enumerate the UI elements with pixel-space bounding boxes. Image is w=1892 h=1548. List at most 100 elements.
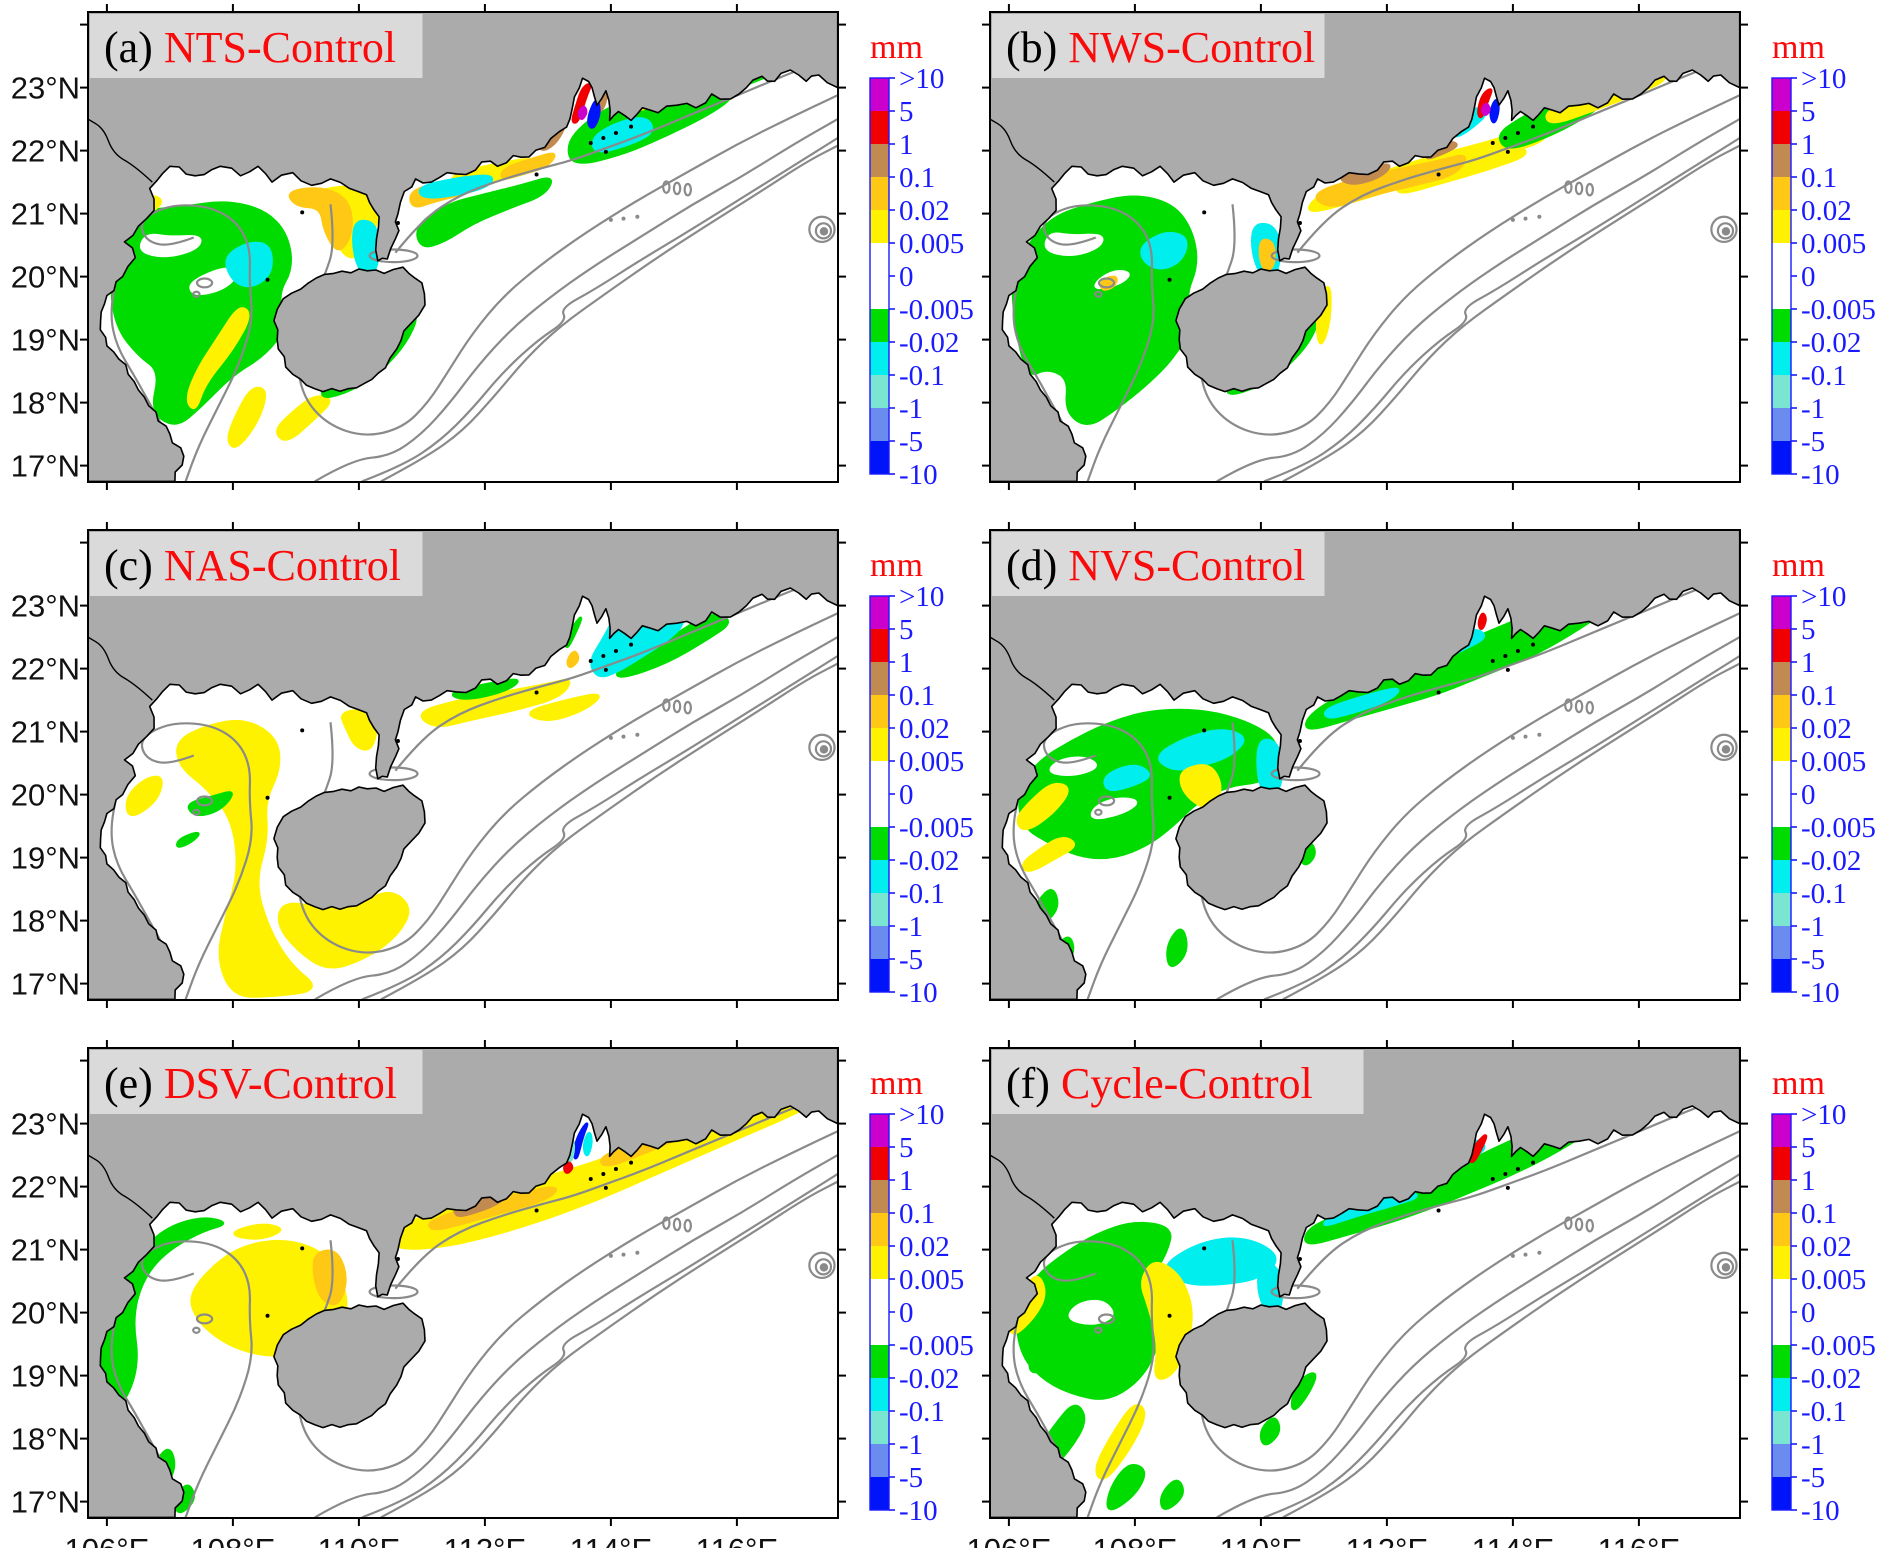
colorbar-segment (1772, 408, 1791, 441)
deposition-blob-gr (1106, 1463, 1146, 1511)
bathymetry-contour (380, 1180, 839, 1519)
x-axis-label: 112°E (1346, 1532, 1429, 1548)
colorbar-tick-label: 5 (899, 1132, 914, 1164)
colorbar-tick-label: -0.02 (899, 327, 959, 359)
colorbar-segment (1772, 78, 1791, 111)
colorbar-segment (870, 177, 889, 210)
colorbar-segment (1772, 893, 1791, 926)
panel-letter: (f) (1006, 1059, 1050, 1108)
islet-dot (1436, 172, 1441, 177)
colorbar-segment (1772, 1312, 1791, 1345)
deposition-blob-yl (227, 386, 267, 448)
colorbar-segment (870, 860, 889, 893)
deposition-blob-gd (1258, 238, 1276, 272)
panel-title-box (90, 532, 423, 596)
seabed-oval-contour (1574, 1217, 1584, 1232)
island-contour-ring (195, 1313, 214, 1325)
seamount-spiral-core (1721, 1263, 1731, 1272)
islet-dot (1167, 1313, 1172, 1318)
y-axis-label: 20°N (11, 778, 80, 813)
seabed-oval-contour (1585, 182, 1595, 197)
y-axis-label: 19°N (11, 841, 80, 876)
land-hainan-island (273, 1302, 426, 1429)
colorbar-segment (1772, 1279, 1791, 1312)
deposition-blob-cy (591, 117, 654, 153)
seamount-spiral-contour (808, 215, 836, 244)
seabed-oval-contour (683, 700, 693, 715)
land (989, 529, 1741, 1001)
seamount-spiral-core (1721, 745, 1731, 754)
islet-dot-gray (1523, 1252, 1528, 1257)
islet-dot (1436, 690, 1441, 695)
x-axis-label: 108°E (191, 1532, 276, 1548)
colorbar-tick-label: 5 (899, 614, 914, 646)
islet-dot (534, 690, 539, 695)
colorbar-tick-label: -1 (1801, 911, 1825, 943)
bathymetry-contour (314, 636, 839, 1001)
colorbar-segment (870, 111, 889, 144)
islet-dot (265, 1313, 270, 1318)
bathymetry-contour (1282, 1180, 1741, 1519)
x-axis-label: 116°E (1598, 1532, 1681, 1548)
bathymetry-contour (140, 722, 253, 1000)
islet-dot (1503, 136, 1508, 140)
axis-ticks (982, 4, 1748, 490)
strait-contour-lens (368, 766, 419, 782)
colorbar-tick-label: -1 (899, 1429, 923, 1461)
deposition-blobs (125, 566, 813, 998)
colorbar-tick-label: 0 (899, 779, 914, 811)
colorbar-d: mm>10510.10.020.0050-0.005-0.02-0.1-1-5-… (1771, 547, 1876, 1009)
islet-dot (629, 642, 634, 647)
map-panel-e: (e) DSV-Control (80, 1040, 846, 1526)
axis-ticks (982, 1040, 1748, 1526)
colorbar-segment (1772, 243, 1791, 276)
colorbar-tick-label: 1 (899, 129, 914, 161)
deposition-blobs (1016, 600, 1600, 968)
deposition-blob-gr (1159, 1479, 1184, 1510)
x-axis-label: 110°E (1220, 1532, 1303, 1548)
colorbar-tick-label: 5 (1801, 614, 1816, 646)
colorbar-tick-label: -1 (1801, 1429, 1825, 1461)
colorbar-tick-label: 0.1 (899, 680, 935, 712)
axis-ticks (80, 1040, 846, 1526)
deposition-blob-gd (312, 1249, 347, 1306)
bathymetry-contour (314, 1154, 839, 1519)
seamount-spiral-contour (1710, 1251, 1738, 1280)
deposition-blob-yl (1022, 836, 1076, 872)
islet-dot (588, 659, 593, 664)
island-contour-ring (1094, 290, 1103, 298)
y-axis-label: 17°N (11, 967, 80, 1002)
colorbar-tick-label: 0.1 (1801, 1198, 1837, 1230)
islet-dot (1490, 141, 1495, 146)
islet-dot-gray (1537, 214, 1542, 219)
colorbar-tick-label: 0 (899, 261, 914, 293)
islet-dot (1297, 739, 1302, 744)
seabed-oval-contour (672, 1217, 682, 1232)
land-mainland (989, 1047, 1741, 1519)
colorbar-tick-label: >10 (1801, 63, 1846, 95)
bathymetry-contour (1216, 1154, 1741, 1519)
colorbar-segment (1772, 111, 1791, 144)
colorbar-tick-label: 0.1 (899, 162, 935, 194)
seabed-oval-contour (1585, 700, 1595, 715)
y-axis-label: 18°N (11, 386, 80, 421)
islet-dot (1531, 124, 1536, 129)
panel-frame (989, 529, 1741, 1001)
deposition-blob-cy (1323, 687, 1400, 719)
islet-dot (1436, 1208, 1441, 1213)
colorbar-segment (1772, 375, 1791, 408)
islet-dot-gray (608, 1253, 613, 1258)
colorbar-segment (870, 629, 889, 662)
bathymetry-contour (380, 662, 839, 1001)
islet-dot-gray (1510, 217, 1515, 222)
islet-dot-gray (635, 1250, 640, 1255)
bathymetry-contour (1042, 1240, 1155, 1518)
colorbar-segment (870, 893, 889, 926)
islet-dot (1503, 1172, 1508, 1176)
islet-dot (1490, 659, 1495, 664)
islet-dot (1505, 1185, 1510, 1190)
colorbar-tick-label: 0.02 (899, 195, 950, 227)
map-panel-a: (a) NTS-Control (80, 4, 846, 490)
colorbar-segment (870, 342, 889, 375)
